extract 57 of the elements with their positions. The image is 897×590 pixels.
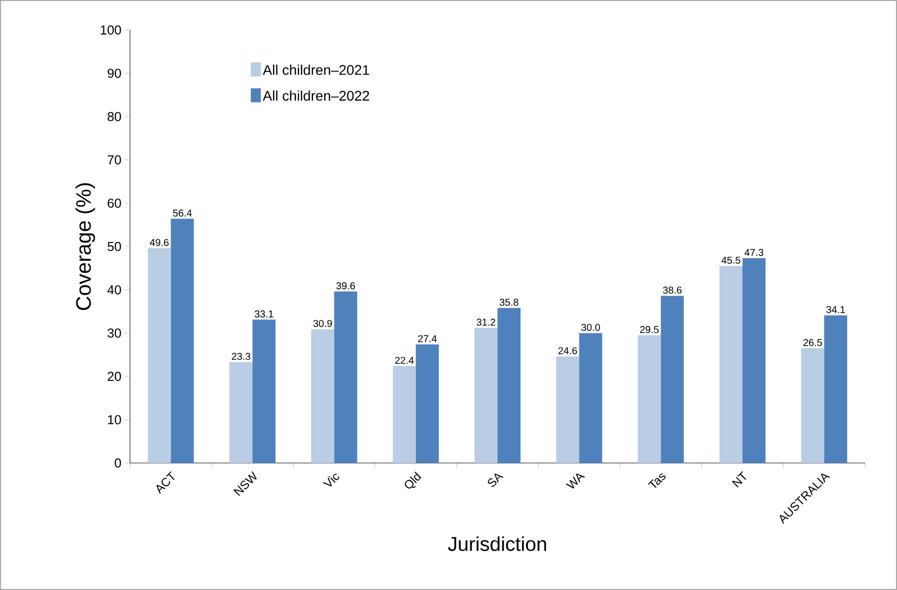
bar [392,366,416,463]
bar [660,296,684,463]
bar [498,308,521,463]
data-label: 49.6 [150,238,169,246]
y-tick-label: 80 [108,112,121,122]
data-label: 31.2 [476,318,496,326]
bar [720,266,742,463]
bar [252,320,276,463]
x-tick-label: SA [488,474,504,487]
x-tick-label: Tas [648,474,666,488]
bar [579,333,602,463]
bar [556,356,580,463]
y-tick-label: 20 [108,372,121,381]
x-tick-label: WA [566,473,585,488]
data-label: 29.5 [640,326,659,334]
bar [230,362,253,463]
bar [311,329,334,463]
x-axis-title: Jurisdiction [448,536,546,552]
y-axis-title: Coverage (%) [76,183,96,310]
x-tick-label: Vic [322,474,340,486]
bar [334,292,358,463]
data-label: 22.4 [395,356,414,364]
data-label: 56.4 [173,210,192,217]
bar [148,248,171,463]
data-label: 47.3 [744,248,764,256]
data-label: 39.6 [336,282,355,290]
data-label: 33.1 [254,310,274,318]
data-label: 26.5 [803,338,822,346]
y-tick-label: 40 [107,285,121,294]
bar [824,315,848,463]
data-label: 34.1 [826,306,845,314]
bar [801,348,824,463]
data-label: 30.9 [313,320,332,327]
y-tick-label: 30 [108,328,121,338]
y-tick-label: 60 [108,198,121,208]
bar [638,335,661,463]
data-label: 30.0 [581,324,600,331]
data-label: 35.8 [500,298,518,306]
y-tick-label: 50 [108,242,121,252]
x-tick-label: Qld [404,472,422,488]
x-tick-label: NT [732,471,746,488]
bar [170,218,194,463]
y-tick-label: 90 [108,68,121,78]
y-tick-label: 10 [108,415,121,424]
legend-label: All children–2021 [262,64,370,75]
y-tick-label: 100 [100,25,121,35]
data-label: 24.6 [558,347,577,354]
data-label: 27.4 [418,335,437,342]
data-label: 38.6 [663,286,682,294]
y-tick-label: 0 [114,458,121,468]
bar [474,328,498,463]
legend-label: All children–2022 [262,90,370,101]
data-label: 45.5 [722,256,740,264]
bar [742,258,766,463]
y-tick-label: 70 [108,155,121,164]
bar [416,344,439,463]
data-label: 23.3 [232,352,250,360]
